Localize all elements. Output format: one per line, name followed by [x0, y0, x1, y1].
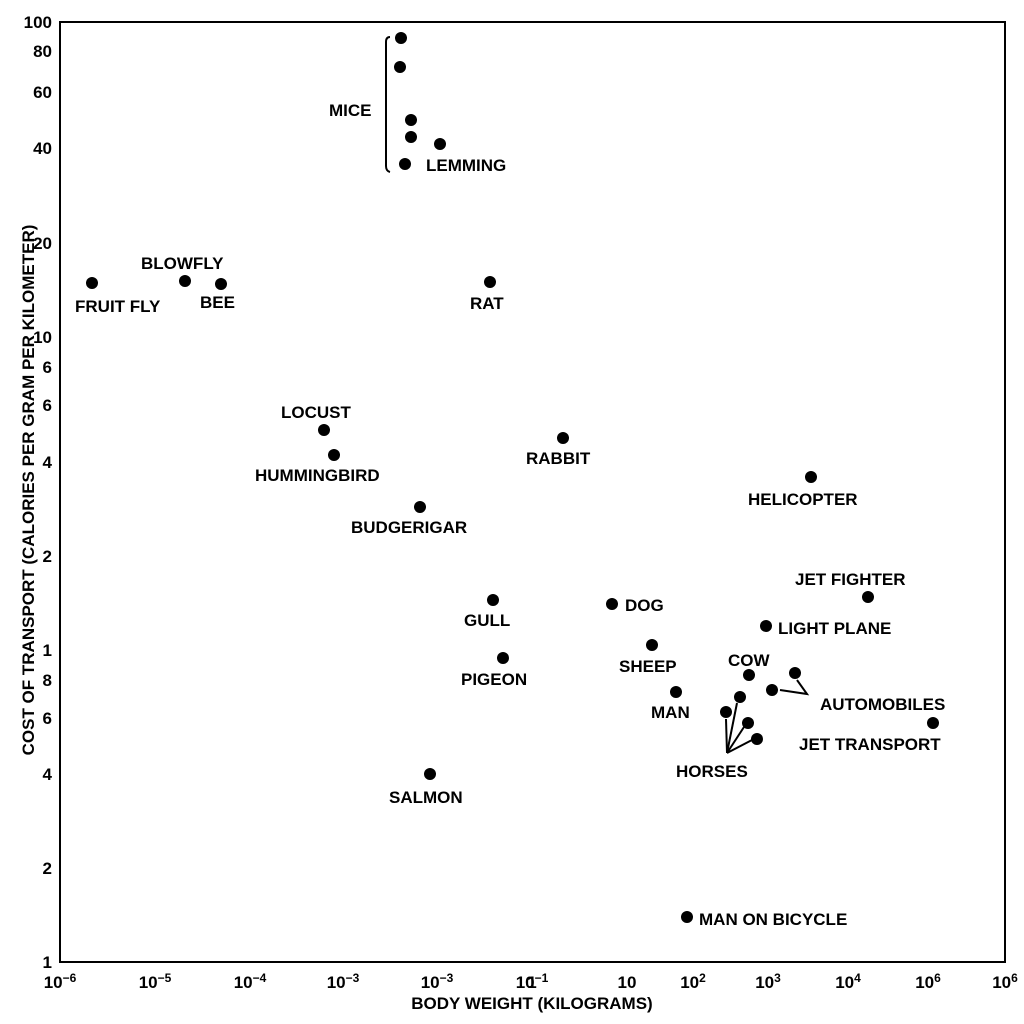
data-point-horse-1: [734, 691, 746, 703]
y-tick-label: 2: [43, 547, 52, 566]
label-bee: BEE: [200, 293, 235, 312]
data-point-budgerigar: [414, 501, 426, 513]
automobiles-arrow: [779, 679, 810, 696]
label-mice: MICE: [329, 101, 372, 120]
data-point-rat: [484, 276, 496, 288]
data-point-light-plane: [760, 620, 772, 632]
label-lemming: LEMMING: [426, 156, 506, 175]
label-salmon: SALMON: [389, 788, 463, 807]
point-labels: MICE LEMMING BLOWFLY FRUIT FLY BEE RAT LOCUST H…: [75, 101, 945, 929]
x-tick-label: 103: [755, 971, 781, 992]
y-tick-label: 40: [33, 139, 52, 158]
x-axis-tick-labels: 10−6 10−5 10−4 10−3 10−3 10−11 10 102 103 104 106 1…: [44, 971, 1018, 992]
data-point-salmon: [424, 768, 436, 780]
data-point-lemming: [434, 138, 446, 150]
x-tick-label: 10−3: [327, 971, 360, 992]
x-tick-label: 106: [915, 971, 941, 992]
label-cow: COW: [728, 651, 771, 670]
data-point-mice-5: [399, 158, 411, 170]
y-tick-label: 2: [43, 859, 52, 878]
label-jet-fighter: JET FIGHTER: [795, 570, 906, 589]
y-axis-tick-labels: 100 80 60 40 20 10 6 6 4 2 1 8 6 4 2 1: [24, 13, 53, 972]
data-points: [86, 32, 939, 923]
data-point-hummingbird: [328, 449, 340, 461]
data-point-bee: [215, 278, 227, 290]
x-tick-label: 10: [618, 973, 637, 992]
data-point-mice-4: [405, 131, 417, 143]
data-point-horse-2: [720, 706, 732, 718]
x-tick-label: 1: [527, 973, 536, 992]
label-jet-transport: JET TRANSPORT: [799, 735, 941, 754]
label-rat: RAT: [470, 294, 504, 313]
data-point-locust: [318, 424, 330, 436]
y-axis-title: COST OF TRANSPORT (CALORIES PER GRAM PER…: [19, 225, 38, 756]
label-blowfly: BLOWFLY: [141, 254, 224, 273]
label-rabbit: RABBIT: [526, 449, 591, 468]
x-tick-label: 10−5: [139, 971, 172, 992]
data-point-sheep: [646, 639, 658, 651]
data-point-pigeon: [497, 652, 509, 664]
label-locust: LOCUST: [281, 403, 352, 422]
x-tick-label: 10−3: [421, 971, 454, 992]
x-tick-label: 10−4: [234, 971, 267, 992]
data-point-man-on-bicycle: [681, 911, 693, 923]
x-axis-title: BODY WEIGHT (KILOGRAMS): [411, 994, 652, 1013]
data-point-jet-transport: [927, 717, 939, 729]
data-point-cow: [743, 669, 755, 681]
data-point-mice-3: [405, 114, 417, 126]
x-tick-label: 104: [835, 971, 861, 992]
mice-bracket: [385, 36, 391, 173]
y-tick-label: 100: [24, 13, 52, 32]
label-sheep: SHEEP: [619, 657, 677, 676]
label-pigeon: PIGEON: [461, 670, 527, 689]
data-point-mice-2: [394, 61, 406, 73]
data-point-man: [670, 686, 682, 698]
data-point-automobile-2: [766, 684, 778, 696]
y-tick-label: 10: [33, 328, 52, 347]
data-point-fruit-fly: [86, 277, 98, 289]
data-point-helicopter: [805, 471, 817, 483]
label-gull: GULL: [464, 611, 510, 630]
y-tick-label: 60: [33, 83, 52, 102]
data-point-automobile-1: [789, 667, 801, 679]
x-tick-label: 106: [992, 971, 1018, 992]
label-horses: HORSES: [676, 762, 748, 781]
y-tick-label: 8: [43, 671, 52, 690]
label-hummingbird: HUMMINGBIRD: [255, 466, 380, 485]
y-tick-label: 4: [43, 765, 53, 784]
label-helicopter: HELICOPTER: [748, 490, 858, 509]
label-budgerigar: BUDGERIGAR: [351, 518, 467, 537]
data-point-blowfly: [179, 275, 191, 287]
label-man-on-bicycle: MAN ON BICYCLE: [699, 910, 847, 929]
data-point-horse-4: [751, 733, 763, 745]
y-tick-label: 1: [43, 641, 52, 660]
label-light-plane: LIGHT PLANE: [778, 619, 891, 638]
y-tick-label: 6: [43, 358, 52, 377]
x-tick-label: 102: [680, 971, 706, 992]
data-point-rabbit: [557, 432, 569, 444]
horses-arrows: [725, 702, 753, 754]
label-fruit-fly: FRUIT FLY: [75, 297, 161, 316]
x-tick-label: 10−6: [44, 971, 77, 992]
plot-frame: [59, 21, 1006, 963]
y-tick-label: 80: [33, 42, 52, 61]
data-point-gull: [487, 594, 499, 606]
label-dog: DOG: [625, 596, 664, 615]
label-automobiles: AUTOMOBILES: [820, 695, 945, 714]
y-tick-label: 20: [33, 234, 52, 253]
y-tick-label: 4: [43, 453, 53, 472]
data-point-horse-3: [742, 717, 754, 729]
y-tick-label: 6: [43, 396, 52, 415]
label-man: MAN: [651, 703, 690, 722]
data-point-jet-fighter: [862, 591, 874, 603]
data-point-mice-1: [395, 32, 407, 44]
y-tick-label: 6: [43, 709, 52, 728]
y-tick-label: 1: [43, 953, 52, 972]
x-tick-label: 10−1: [516, 971, 549, 992]
data-point-dog: [606, 598, 618, 610]
